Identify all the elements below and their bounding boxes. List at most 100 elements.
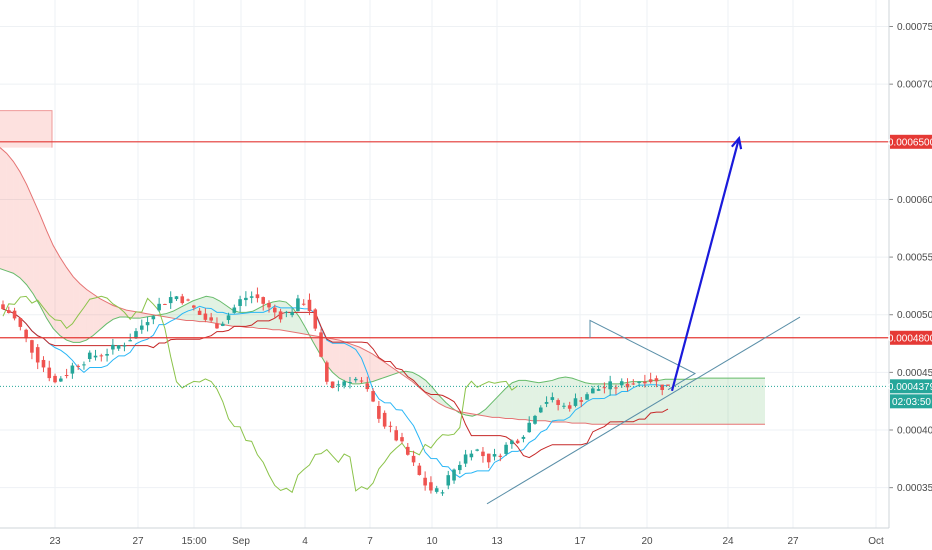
cloud-segment (498, 388, 506, 419)
candle-body (330, 381, 335, 388)
candle-body (168, 297, 173, 304)
candle-body (35, 347, 40, 363)
candle-body (527, 422, 532, 433)
ichimoku-cloud-layer (0, 110, 765, 425)
cloud-segment (0, 110, 52, 148)
y-tick-label: 0.0005000 (897, 310, 932, 321)
candle-body (492, 454, 497, 457)
candle-body (226, 315, 231, 321)
cloud-segment (19, 171, 27, 285)
candle-body (24, 329, 28, 339)
candle-body (6, 310, 11, 314)
candle-body (596, 389, 601, 391)
candle-body (666, 384, 670, 386)
candle-body (342, 381, 346, 386)
cloud-segment (66, 267, 74, 343)
candle-body (174, 296, 179, 300)
candle-body (585, 394, 589, 400)
candle-body (365, 383, 370, 390)
candle-body (87, 352, 92, 360)
candle-body (319, 332, 323, 357)
cloud-segment (299, 317, 306, 335)
cloud-segment (711, 378, 719, 425)
cloud-segment (192, 298, 200, 322)
candle-body (556, 400, 560, 406)
cloud-segment (605, 383, 612, 425)
y-tick-label: 0.0007500 (897, 22, 932, 33)
cloud-segment (612, 383, 619, 425)
cloud-segment (106, 302, 114, 324)
candle-body (591, 388, 595, 394)
candle-body (296, 298, 300, 312)
candle-body (47, 367, 52, 379)
target-arrow-head (731, 135, 743, 150)
current-price-badge (890, 379, 932, 394)
cloud-segment (332, 338, 340, 379)
current-price-badge-label: 0.0004379 (888, 382, 932, 393)
cloud-segment (99, 298, 107, 330)
x-tick-label: 17 (574, 536, 586, 547)
cloud-segment (545, 380, 553, 422)
y-tick-label: 0.0004000 (897, 426, 932, 437)
candle-body (475, 449, 479, 451)
cloud-segment (745, 378, 752, 425)
candle-body (637, 381, 641, 383)
candle-body (53, 375, 57, 383)
chikou-span-line (2, 295, 518, 494)
candle-body (400, 437, 404, 442)
candle-body (359, 380, 364, 382)
candle-body (151, 316, 156, 320)
candle-body (510, 440, 514, 445)
candle-body (382, 412, 387, 427)
cloud-segment (738, 378, 746, 425)
cloud-segment (279, 300, 287, 331)
cloud-segment (0, 147, 7, 271)
cloud-segment (505, 382, 513, 419)
candle-body (660, 384, 665, 391)
candle-body (654, 378, 659, 382)
candle-body (469, 453, 474, 458)
x-tick-label: 15:00 (181, 536, 206, 547)
cloud-segment (685, 379, 692, 425)
cloud-segment (13, 161, 20, 278)
cloud-segment (33, 199, 40, 306)
cloud-segment (558, 376, 566, 422)
candle-body (353, 378, 358, 381)
cloud-segment (59, 257, 67, 341)
cloud-segment (39, 214, 47, 319)
candle-body (70, 365, 75, 374)
candle-body (388, 425, 393, 427)
cloud-segment (658, 379, 666, 425)
cloud-segment (651, 380, 659, 425)
candle-body (290, 312, 294, 316)
cloud-segment (219, 300, 227, 326)
cloud-segment (146, 313, 153, 318)
cloud-segment (26, 184, 34, 294)
candle-body (498, 455, 503, 457)
candle-body (180, 296, 185, 304)
candle-body (533, 415, 537, 424)
candle-body (550, 397, 555, 400)
candle-body (111, 344, 115, 350)
candle-body (573, 398, 578, 406)
y-tick-label: 0.0005500 (897, 253, 932, 264)
candle-body (192, 305, 196, 308)
candle-body (579, 400, 584, 402)
cloud-segment (538, 381, 546, 421)
candle-body (145, 322, 150, 326)
candle-body (82, 364, 86, 366)
cloud-segment (518, 380, 526, 420)
cloud-segment (665, 379, 672, 425)
candle-body (301, 303, 306, 305)
candle-body (625, 383, 630, 388)
cloud-segment (166, 311, 173, 319)
cloud-segment (718, 378, 726, 425)
y-tick-label: 0.0004500 (897, 368, 932, 379)
target-arrow-shaft (670, 138, 741, 392)
candle-body (76, 365, 80, 367)
candle-body (434, 488, 439, 492)
cloud-segment (212, 297, 220, 324)
candle-body (377, 405, 381, 419)
